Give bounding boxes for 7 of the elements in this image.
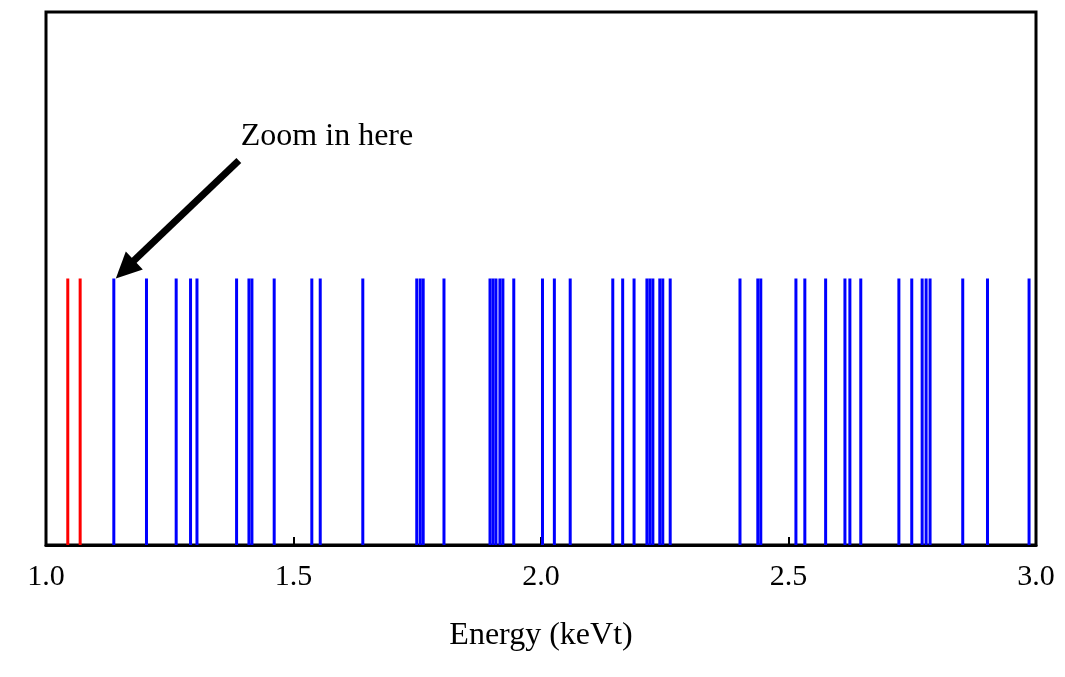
x-tick-label: 2.0 bbox=[522, 557, 560, 591]
x-tick-label: 1.0 bbox=[27, 557, 65, 591]
text: Zoom in here bbox=[240, 115, 414, 152]
x-tick-label: 1.5 bbox=[274, 557, 313, 591]
x-axis-title: Energy (keVt) bbox=[449, 615, 633, 651]
x-tick-label: 2.5 bbox=[769, 557, 808, 591]
x-tick-label: 3.0 bbox=[1017, 557, 1055, 591]
